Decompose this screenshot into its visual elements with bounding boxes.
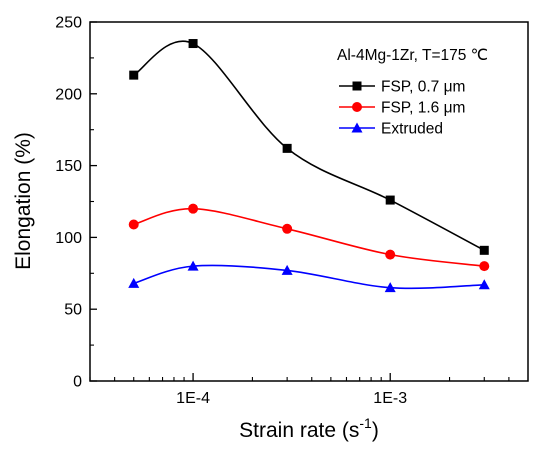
legend-marker-2 (352, 102, 362, 112)
legend-marker-1 (352, 81, 362, 91)
data-point-series-1 (282, 143, 292, 153)
y-tick-label: 100 (55, 230, 82, 247)
y-axis-title: Elongation (%) (12, 132, 35, 270)
x-tick-label: 1E-4 (176, 390, 210, 407)
y-tick-label: 150 (55, 158, 82, 175)
legend-items: FSP, 0.7 μm FSP, 1.6 μm Extruded (339, 79, 465, 138)
data-point-series-1 (479, 245, 489, 255)
x-axis-title: Strain rate (s-1) (239, 415, 379, 442)
legend-label-1: FSP, 0.7 μm (381, 79, 465, 96)
data-point-series-3 (478, 279, 490, 290)
y-tick-label: 50 (64, 302, 82, 319)
series-markers (128, 39, 490, 293)
plot-frame (89, 21, 529, 382)
data-point-series-2 (479, 261, 490, 272)
data-point-series-1 (385, 195, 395, 205)
data-point-series-3 (187, 260, 199, 271)
legend: Al-4Mg-1Zr, T=175 ℃ FSP, 0.7 μm FSP, 1.6 … (337, 47, 488, 138)
legend-label-3: Extruded (381, 121, 443, 138)
y-tick-label: 0 (73, 374, 82, 391)
x-axis-title-exponent: -1 (359, 415, 372, 431)
y-tick-label: 200 (55, 86, 82, 103)
x-tick-label: 1E-3 (373, 390, 407, 407)
data-point-series-1 (188, 39, 198, 49)
legend-marker-3 (351, 122, 363, 133)
series-line-2 (133, 207, 485, 267)
axis-ticks: 0 50 100 150 200 250 1E-4 1E-3 (55, 15, 510, 407)
data-point-series-2 (385, 249, 396, 260)
series-line-3 (133, 264, 485, 290)
x-axis-title-suffix: ) (372, 419, 379, 442)
series-line-1 (133, 40, 485, 252)
legend-label-2: FSP, 1.6 μm (381, 100, 465, 117)
legend-title: Al-4Mg-1Zr, T=175 ℃ (337, 47, 488, 64)
data-point-series-3 (128, 277, 140, 288)
data-point-series-3 (281, 264, 293, 275)
data-point-series-1 (129, 70, 139, 80)
y-tick-label: 250 (55, 15, 82, 32)
data-point-series-2 (128, 219, 139, 230)
x-axis-title-main: Strain rate (s (239, 419, 359, 442)
data-point-series-2 (282, 223, 293, 234)
data-point-series-2 (188, 203, 199, 214)
data-point-series-3 (384, 282, 396, 293)
